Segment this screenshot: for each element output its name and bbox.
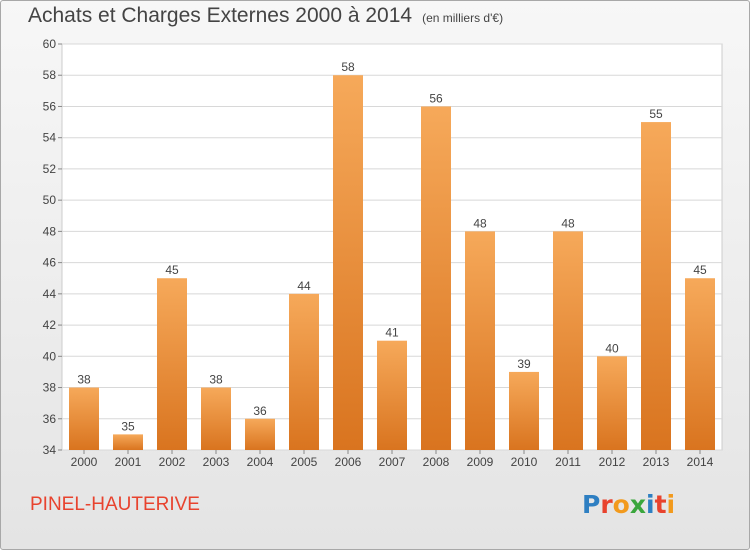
y-tick-label: 52 [43,162,57,176]
x-tick-label-2009: 2009 [467,455,494,469]
bar-2014 [685,278,715,450]
logo-letter: r [600,490,613,519]
x-tick-label-2006: 2006 [335,455,362,469]
chart-subtitle: (en milliers d'€) [422,11,504,25]
x-tick-label-2013: 2013 [643,455,670,469]
logo-letter: i [646,490,655,519]
data-label-2000: 38 [77,373,91,387]
data-label-2007: 41 [385,326,399,340]
y-tick-label: 44 [43,287,57,301]
y-tick-label: 56 [43,99,57,113]
bar-2008 [421,106,451,450]
y-axis-ticks: 34 36 38 40 42 44 46 48 50 52 54 56 58 60 [43,37,62,457]
bar-2001 [113,434,143,450]
y-tick-label: 38 [43,381,57,395]
bar-2012 [597,356,627,450]
data-label-2009: 48 [473,216,487,230]
chart-title: Achats et Charges Externes 2000 à 2014 (e… [28,4,503,28]
x-tick-label-2014: 2014 [687,455,714,469]
data-label-2010: 39 [517,357,531,371]
x-tick-label-2010: 2010 [511,455,538,469]
bar-2005 [289,293,319,450]
data-label-2011: 48 [561,216,575,230]
y-tick-label: 58 [43,68,57,82]
bar-2002 [157,278,187,450]
data-label-2014: 45 [693,263,707,277]
x-tick-label-2003: 2003 [203,455,230,469]
bar-2013 [641,122,671,451]
y-tick-label: 60 [43,37,57,51]
y-tick-label: 50 [43,193,57,207]
y-tick-label: 54 [43,131,57,145]
data-label-2012: 40 [605,341,619,355]
bar-2010 [509,371,539,450]
y-tick-label: 42 [43,318,57,332]
x-tick-label-2000: 2000 [71,455,98,469]
bar-2006 [333,75,363,450]
x-tick-label-2005: 2005 [291,455,318,469]
data-label-2005: 44 [297,279,311,293]
y-tick-label: 48 [43,224,57,238]
chart-title-text: Achats et Charges Externes 2000 à 2014 [28,4,413,27]
commune-name: PINEL-HAUTERIVE [30,494,200,515]
x-tick-label-2012: 2012 [599,455,626,469]
data-labels: 38 35 45 38 36 44 58 41 56 48 39 48 40 55 45 [77,60,707,433]
bar-2003 [201,387,231,450]
logo-letter: x [629,490,646,519]
logo-letter: o [612,490,630,519]
bar-2011 [553,231,583,450]
y-tick-label: 34 [43,443,57,457]
x-tick-label-2002: 2002 [159,455,186,469]
x-tick-label-2004: 2004 [247,455,274,469]
y-tick-label: 40 [43,349,57,363]
data-label-2006: 58 [341,60,355,74]
bar-2000 [69,387,99,450]
x-tick-label-2008: 2008 [423,455,450,469]
y-tick-label: 46 [43,256,57,270]
data-label-2003: 38 [209,373,223,387]
logo-letter: t [654,490,667,519]
bars [69,75,715,451]
bar-2007 [377,340,407,450]
x-tick-label-2011: 2011 [555,455,581,469]
bar-2004 [245,418,275,450]
data-label-2001: 35 [121,419,135,433]
logo-letter: P [582,490,601,519]
logo-letter: i [666,490,676,519]
proxiti-logo: Proxiti [582,490,675,519]
x-axis-ticks: 2000 2001 2002 2003 2004 2005 2006 2007 2008 2009… [71,450,714,469]
x-tick-label-2001: 2001 [115,455,142,469]
data-label-2004: 36 [253,404,267,418]
y-tick-label: 36 [43,412,57,426]
bar-2009 [465,231,495,450]
data-label-2008: 56 [429,91,443,105]
data-label-2013: 55 [649,107,663,121]
data-label-2002: 45 [165,263,179,277]
x-tick-label-2007: 2007 [379,455,406,469]
